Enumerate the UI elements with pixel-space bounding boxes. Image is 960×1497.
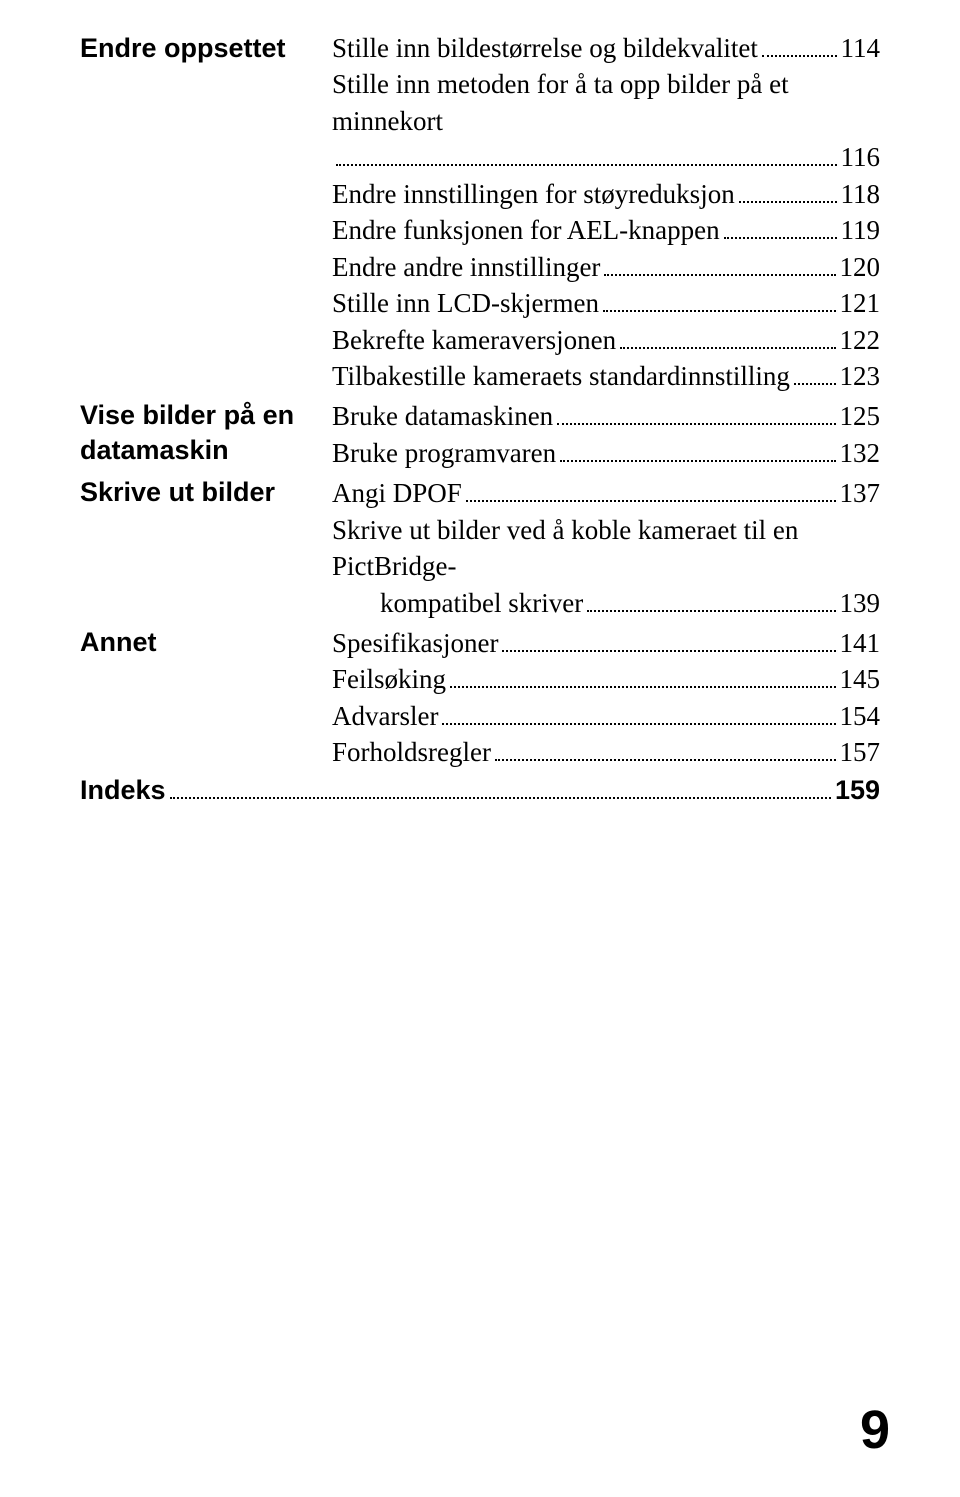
leader-dots — [620, 347, 835, 349]
entry-page: 157 — [840, 734, 881, 770]
entry-title: Spesifikasjoner — [332, 625, 498, 661]
entry-title: Tilbakestille kameraets standardinnstill… — [332, 358, 790, 394]
entry-page: 114 — [841, 30, 881, 66]
leader-dots — [170, 797, 831, 799]
entry-title-line: Skrive ut bilder ved å koble kameraet ti… — [332, 515, 798, 581]
leader-dots — [502, 650, 835, 652]
toc-section: Endre oppsettet Stille inn bildestørrels… — [80, 30, 880, 394]
entry-title: Endre funksjonen for AEL-knappen — [332, 212, 720, 248]
toc-entry: Stille inn metoden for å ta opp bilder p… — [332, 66, 880, 139]
toc-section: Vise bilder på en datamaskin Bruke datam… — [80, 398, 880, 471]
entry-title-line: Stille inn metoden for å ta opp bilder p… — [332, 69, 789, 135]
leader-dots — [587, 610, 835, 612]
entry-page: 123 — [840, 358, 881, 394]
entry-page: 145 — [840, 661, 881, 697]
entry-page: 132 — [840, 435, 881, 471]
toc-section: Skrive ut bilder Angi DPOF 137 Skrive ut… — [80, 475, 880, 621]
section-entries: Angi DPOF 137 Skrive ut bilder ved å kob… — [332, 475, 880, 621]
section-heading: Indeks — [80, 775, 166, 806]
entry-page: 122 — [840, 322, 881, 358]
section-entries: Stille inn bildestørrelse og bildekvalit… — [332, 30, 880, 394]
leader-dots — [762, 55, 837, 57]
leader-dots — [603, 310, 836, 312]
entry-page: 116 — [841, 139, 881, 175]
section-heading: Skrive ut bilder — [80, 475, 332, 510]
section-heading-line: datamaskin — [80, 433, 320, 468]
toc-entry: Bekrefte kameraversjonen 122 — [332, 322, 880, 358]
toc-entry: Feilsøking 145 — [332, 661, 880, 697]
toc-entry: Tilbakestille kameraets standardinnstill… — [332, 358, 880, 394]
leader-dots — [560, 460, 835, 462]
section-heading: Vise bilder på en datamaskin — [80, 398, 332, 468]
entry-page: 120 — [840, 249, 881, 285]
entry-page: 118 — [841, 176, 881, 212]
entry-title: Stille inn bildestørrelse og bildekvalit… — [332, 30, 758, 66]
leader-dots — [739, 201, 837, 203]
toc-entry: Bruke datamaskinen 125 — [332, 398, 880, 434]
toc-entry: Forholdsregler 157 — [332, 734, 880, 770]
entry-page: 121 — [840, 285, 881, 321]
toc-page: Endre oppsettet Stille inn bildestørrels… — [0, 0, 960, 1497]
entry-page: 137 — [840, 475, 881, 511]
entry-title: Endre innstillingen for støyreduksjon — [332, 176, 735, 212]
toc-entry: Endre andre innstillinger 120 — [332, 249, 880, 285]
toc-indeks-row: Indeks 159 — [80, 775, 880, 806]
entry-title: Stille inn LCD-skjermen — [332, 285, 599, 321]
section-entries: Spesifikasjoner 141 Feilsøking 145 Advar… — [332, 625, 880, 771]
toc-section: Annet Spesifikasjoner 141 Feilsøking 145… — [80, 625, 880, 771]
leader-dots — [794, 383, 836, 385]
leader-dots — [724, 237, 837, 239]
toc-entry: Angi DPOF 137 — [332, 475, 880, 511]
entry-title: Endre andre innstillinger — [332, 249, 600, 285]
toc-entry: Stille inn LCD-skjermen 121 — [332, 285, 880, 321]
entry-page: 141 — [840, 625, 881, 661]
section-entries: Bruke datamaskinen 125 Bruke programvare… — [332, 398, 880, 471]
leader-dots — [442, 723, 835, 725]
entry-page: 154 — [840, 698, 881, 734]
toc-entry-continuation: 116 — [332, 139, 880, 175]
section-heading: Annet — [80, 625, 332, 660]
toc-entry: Advarsler 154 — [332, 698, 880, 734]
leader-dots — [466, 500, 836, 502]
page-number: 9 — [860, 1399, 890, 1461]
entry-title: Angi DPOF — [332, 475, 462, 511]
entry-page: 119 — [841, 212, 881, 248]
leader-dots — [604, 274, 835, 276]
toc-entry-continuation: kompatibel skriver 139 — [332, 585, 880, 621]
section-heading-line: Vise bilder på en — [80, 398, 320, 433]
entry-title-line: kompatibel skriver — [332, 585, 583, 621]
entry-title: Forholdsregler — [332, 734, 491, 770]
leader-dots — [557, 423, 835, 425]
entry-title: Bruke programvaren — [332, 435, 556, 471]
entry-title: Feilsøking — [332, 661, 446, 697]
entry-page: 139 — [840, 585, 881, 621]
entry-title: Advarsler — [332, 698, 438, 734]
toc-entry: Spesifikasjoner 141 — [332, 625, 880, 661]
entry-page: 159 — [835, 775, 880, 806]
entry-page: 125 — [840, 398, 881, 434]
leader-dots — [450, 686, 835, 688]
toc-entry: Endre innstillingen for støyreduksjon 11… — [332, 176, 880, 212]
section-heading: Endre oppsettet — [80, 31, 332, 66]
toc-entry: Bruke programvaren 132 — [332, 435, 880, 471]
toc-entry: Stille inn bildestørrelse og bildekvalit… — [332, 30, 880, 66]
toc-entry: Endre funksjonen for AEL-knappen 119 — [332, 212, 880, 248]
leader-dots — [495, 759, 836, 761]
toc-entry: Skrive ut bilder ved å koble kameraet ti… — [332, 512, 880, 585]
entry-title: Bekrefte kameraversjonen — [332, 322, 616, 358]
entry-title: Bruke datamaskinen — [332, 398, 553, 434]
leader-dots — [336, 164, 837, 166]
